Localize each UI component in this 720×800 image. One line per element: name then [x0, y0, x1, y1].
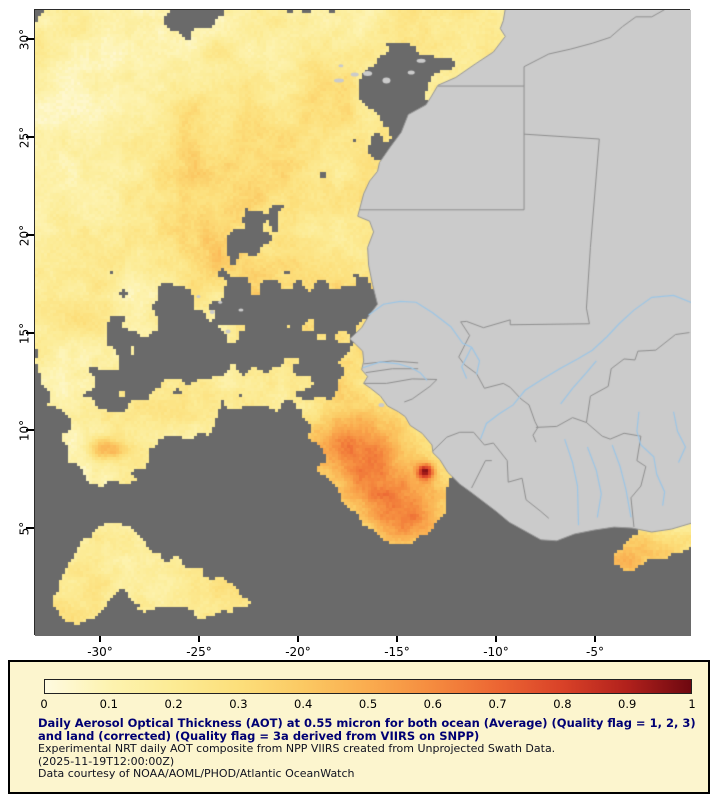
legend-text-block: Daily Aerosol Optical Thickness (AOT) at…: [38, 717, 696, 781]
y-axis-label: 30°: [17, 28, 32, 51]
x-axis-label: -10°: [483, 645, 509, 659]
colorbar-tick-label: 0: [40, 697, 48, 711]
x-axis-tick: [396, 636, 398, 642]
y-axis-label: 10°: [17, 419, 32, 442]
colorbar-tick-label: 0.2: [164, 697, 183, 711]
x-axis-tick: [297, 636, 299, 642]
x-axis-tick: [495, 636, 497, 642]
map-area: [34, 9, 691, 636]
legend-panel: 0 0.1 0.2 0.3 0.4 0.5 0.6 0.7 0.8 0.9 1 …: [8, 660, 710, 794]
colorbar-tick-label: 0.9: [618, 697, 637, 711]
x-axis-tick: [594, 636, 596, 642]
y-axis-tick: [26, 527, 34, 529]
aot-colorbar: [44, 679, 692, 694]
colorbar-tick-label: 0.4: [294, 697, 313, 711]
y-axis-tick: [26, 234, 34, 236]
y-axis-label: 5°: [17, 521, 32, 536]
y-axis-tick: [26, 429, 34, 431]
aot-data-canvas: [35, 10, 691, 636]
colorbar-tick-labels: 0 0.1 0.2 0.3 0.4 0.5 0.6 0.7 0.8 0.9 1: [40, 697, 696, 711]
y-axis-tick: [26, 38, 34, 40]
colorbar-tick-label: 0.1: [99, 697, 118, 711]
legend-timestamp: (2025-11-19T12:00:00Z): [38, 754, 175, 768]
x-axis-tick: [99, 636, 101, 642]
x-axis-label: -30°: [87, 645, 113, 659]
legend-credit: Data courtesy of NOAA/AOML/PHOD/Atlantic…: [38, 767, 355, 780]
y-axis-tick: [26, 332, 34, 334]
colorbar-tick-label: 1: [688, 697, 696, 711]
colorbar-tick-label: 0.7: [488, 697, 507, 711]
legend-title: Daily Aerosol Optical Thickness (AOT) at…: [38, 716, 696, 743]
y-axis-label: 20°: [17, 224, 32, 247]
colorbar-tick-label: 0.6: [423, 697, 442, 711]
colorbar-tick-label: 0.5: [358, 697, 378, 711]
y-axis-tick: [26, 136, 34, 138]
y-axis-label: 25°: [17, 126, 32, 149]
y-axis-label: 15°: [17, 322, 32, 345]
colorbar-tick-label: 0.8: [553, 697, 572, 711]
colorbar-tick-label: 0.3: [229, 697, 248, 711]
legend-subtitle: Experimental NRT daily AOT composite fro…: [38, 742, 556, 755]
x-axis-tick: [198, 636, 200, 642]
x-axis-label: -25°: [186, 645, 212, 659]
x-axis-label: -20°: [285, 645, 311, 659]
x-axis-label: -15°: [384, 645, 410, 659]
x-axis-label: -5°: [586, 645, 604, 659]
